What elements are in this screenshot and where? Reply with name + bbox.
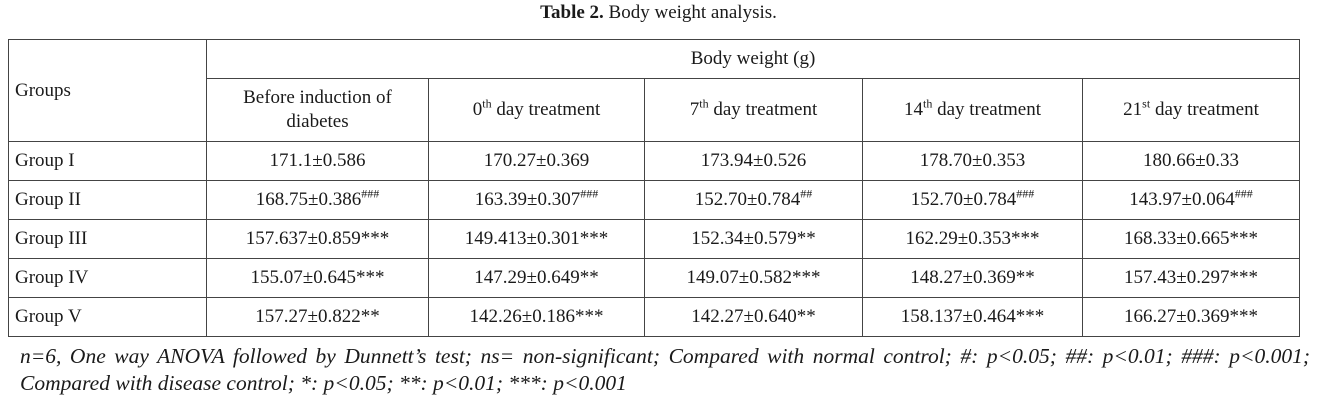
table-cell: 171.1±0.586 — [206, 141, 429, 181]
table-cell: 180.66±0.33 — [1081, 141, 1301, 181]
table-row: Group I 171.1±0.586 170.27±0.369 173.94±0.5… — [8, 141, 1301, 181]
table-cell: 152.70±0.784## — [644, 180, 863, 220]
table-cell: 158.137±0.464*** — [862, 297, 1083, 337]
table-cell: 147.29±0.649** — [428, 258, 645, 298]
group-name-cell: Group V — [8, 297, 207, 337]
group-name-cell: Group II — [8, 180, 207, 220]
table-footnote: n=6, One way ANOVA followed by Dunnett’s… — [20, 344, 1310, 395]
table-cell: 170.27±0.369 — [428, 141, 645, 181]
group-name-cell: Group III — [8, 219, 207, 259]
table-cell: 168.75±0.386### — [206, 180, 429, 220]
significance-marker: ## — [800, 186, 813, 201]
table-row: Group V 157.27±0.822** 142.26±0.186*** 142.… — [8, 297, 1301, 337]
table-cell: 148.27±0.369** — [862, 258, 1083, 298]
table-body: Group I 171.1±0.586 170.27±0.369 173.94±0.5… — [8, 141, 1301, 337]
table-row: Group III 157.637±0.859*** 149.413±0.301**… — [8, 219, 1301, 259]
caption-text: Body weight analysis. — [608, 2, 777, 23]
table-cell: 155.07±0.645*** — [206, 258, 429, 298]
table-cell: 163.39±0.307### — [428, 180, 645, 220]
column-header: 14th day treatment — [862, 78, 1083, 142]
table-cell: 149.413±0.301*** — [428, 219, 645, 259]
table-cell: 152.34±0.579** — [644, 219, 863, 259]
column-header: Before induction of diabetes — [206, 78, 429, 142]
table-header-row: Groups Body weight (g) — [8, 39, 1301, 142]
significance-marker: ### — [1234, 186, 1253, 201]
table-cell: 143.97±0.064### — [1081, 180, 1301, 220]
body-weight-table: Groups Body weight (g) Before induction … — [8, 39, 1301, 337]
significance-marker: ### — [1016, 186, 1035, 201]
table-row: Group IV 155.07±0.645*** 147.29±0.649** 149… — [8, 258, 1301, 298]
body-weight-header: Body weight (g) — [205, 39, 1301, 79]
table-cell: 168.33±0.665*** — [1081, 219, 1301, 259]
column-header: 0th day treatment — [428, 78, 645, 142]
table-cell: 157.43±0.297*** — [1081, 258, 1301, 298]
column-header-row: Before induction of diabetes 0th day trea… — [9, 78, 1301, 142]
column-header: 21st day treatment — [1081, 78, 1301, 142]
table-cell: 173.94±0.526 — [644, 141, 863, 181]
table-cell: 162.29±0.353*** — [862, 219, 1083, 259]
group-name-cell: Group I — [8, 141, 207, 181]
table-cell: 152.70±0.784### — [862, 180, 1083, 220]
table-cell: 178.70±0.353 — [862, 141, 1083, 181]
table-caption: Table 2. Body weight analysis. — [0, 2, 1317, 24]
significance-marker: ### — [361, 186, 380, 201]
table-cell: 157.637±0.859*** — [206, 219, 429, 259]
groups-header: Groups — [8, 39, 207, 142]
table-cell: 142.27±0.640** — [644, 297, 863, 337]
group-name-cell: Group IV — [8, 258, 207, 298]
table-cell: 149.07±0.582*** — [644, 258, 863, 298]
table-cell: 157.27±0.822** — [206, 297, 429, 337]
significance-marker: ### — [580, 186, 599, 201]
table-cell: 142.26±0.186*** — [428, 297, 645, 337]
table-row: Group II 168.75±0.386### 163.39±0.307### 15… — [8, 180, 1301, 220]
column-header: 7th day treatment — [644, 78, 863, 142]
table-cell: 166.27±0.369*** — [1081, 297, 1301, 337]
caption-label: Table 2. — [540, 2, 604, 23]
